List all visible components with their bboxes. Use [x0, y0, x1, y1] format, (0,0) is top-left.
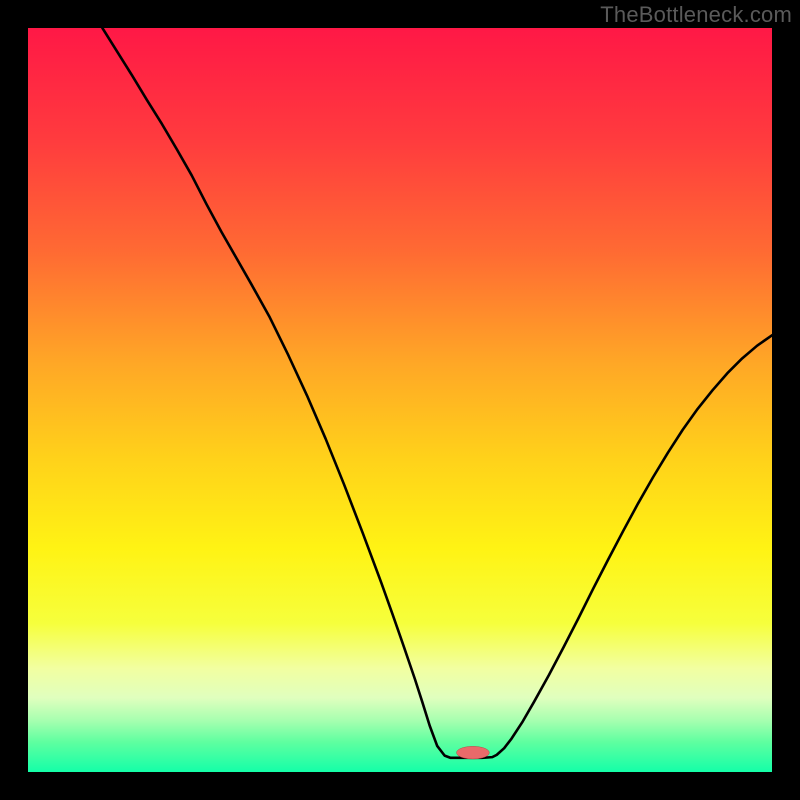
watermark-text: TheBottleneck.com: [600, 2, 792, 28]
chart-container: TheBottleneck.com: [0, 0, 800, 800]
chart-svg: [28, 28, 772, 772]
minimum-marker: [457, 746, 490, 759]
plot-area: [28, 28, 772, 772]
gradient-rect: [28, 28, 772, 772]
